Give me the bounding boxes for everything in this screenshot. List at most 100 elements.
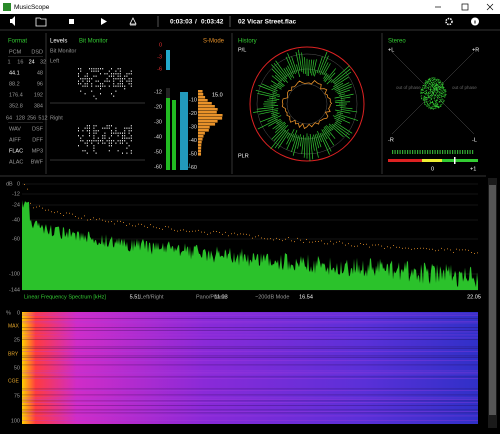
bit-dot — [115, 130, 117, 132]
bit-dot — [84, 78, 86, 80]
stereo-dot — [432, 85, 434, 87]
stereo-dot — [432, 91, 433, 92]
stereo-dot — [431, 107, 432, 108]
bit-dot — [128, 132, 130, 134]
stereo-dot — [425, 84, 427, 86]
spectrogram-line — [22, 394, 478, 396]
peak-hold — [33, 207, 34, 209]
stereo-dot — [445, 89, 447, 91]
bit-dot — [86, 142, 88, 144]
peak-hold — [363, 244, 364, 245]
bit-dot — [97, 70, 99, 72]
peak-hold — [147, 227, 148, 228]
bit-dot — [126, 73, 128, 75]
stereo-dot — [436, 95, 438, 96]
stereo-dot — [440, 88, 442, 90]
stereo-dot — [433, 81, 434, 83]
bit-dot — [111, 125, 112, 127]
stereo-dot — [442, 86, 444, 88]
peak-hold — [456, 248, 457, 250]
settings-button[interactable] — [445, 17, 453, 26]
stereo-dot — [432, 91, 434, 93]
phase-tick — [464, 150, 466, 154]
stereo-dot — [429, 94, 431, 96]
peak-hold — [369, 246, 370, 248]
volume-button[interactable] — [10, 16, 15, 26]
peak-hold — [411, 248, 412, 250]
bit-dot — [115, 132, 117, 134]
phase-tick — [454, 150, 456, 154]
history-spike — [335, 105, 346, 107]
bit-dot — [91, 140, 93, 142]
bit-dot — [124, 78, 126, 80]
play-button[interactable] — [101, 18, 107, 25]
peak-hold — [213, 230, 214, 232]
stop-button[interactable] — [69, 19, 74, 24]
open-button[interactable] — [35, 17, 47, 27]
history-spike — [336, 111, 344, 114]
bit-dot — [86, 130, 88, 132]
peak-hold — [246, 233, 247, 235]
stereo-dot — [439, 86, 441, 87]
close[interactable] — [486, 3, 494, 11]
history-spike — [332, 115, 351, 124]
stereo-dot — [433, 88, 435, 90]
scroll-thumb[interactable] — [489, 185, 496, 415]
meter-tick: -12 — [154, 89, 162, 95]
history-spike — [287, 65, 295, 79]
peak-hold — [405, 247, 406, 249]
stereo-dot — [420, 95, 422, 97]
stereo-dot — [437, 105, 439, 107]
bit-dot — [122, 78, 123, 80]
eject-button[interactable] — [129, 17, 137, 26]
stereo-dot — [434, 103, 436, 105]
meter-mode[interactable]: S-Mode — [203, 39, 225, 45]
stereo-dot — [438, 86, 439, 88]
bit-dot — [111, 132, 112, 134]
levels-mode[interactable]: Bit Monitor — [79, 39, 108, 45]
stereo-dot — [436, 95, 438, 97]
histogram-bar — [198, 126, 210, 129]
bit-dot — [115, 142, 117, 144]
peak-hold — [342, 242, 343, 244]
peak-hold — [357, 245, 358, 247]
spectrogram-line — [22, 337, 478, 339]
bit-dot — [113, 85, 115, 87]
bit-dot — [115, 70, 117, 72]
stereo-dot — [421, 97, 422, 99]
stereo-dot — [434, 106, 436, 108]
stereo-dot — [421, 89, 423, 91]
history-spike — [332, 68, 351, 84]
meter-tick: -10 — [189, 97, 197, 103]
stereo-dot — [429, 79, 430, 80]
stereo-dot — [439, 97, 440, 98]
bit-dot — [100, 73, 101, 75]
history-spike — [298, 49, 303, 73]
history-spike — [334, 99, 346, 102]
spectrogram-line — [22, 322, 478, 324]
peak-hold — [423, 247, 424, 249]
history-spike — [274, 122, 287, 133]
history-spike — [261, 83, 278, 92]
maximize[interactable] — [461, 3, 469, 11]
stereo-dot — [434, 86, 436, 88]
peak-hold — [429, 248, 430, 250]
stereo-dot — [431, 80, 433, 82]
stereo-dot — [438, 92, 440, 94]
loudness-bar — [180, 92, 188, 170]
stereo-dot — [433, 96, 435, 98]
spectrogram-line — [22, 399, 478, 400]
stereo-dot — [428, 79, 430, 80]
meter-tick: -6 — [157, 66, 162, 72]
bit-dot — [91, 83, 93, 85]
stereo-dot — [438, 82, 440, 84]
stereo-dot — [422, 86, 423, 88]
stereo-dot — [431, 78, 432, 80]
spectrum-y-tick: -40 — [12, 217, 20, 223]
spectrogram-line — [22, 327, 478, 328]
peak-hold — [300, 239, 301, 241]
bit-dot — [124, 75, 126, 77]
stereo-dot — [445, 95, 447, 96]
peak-hold — [222, 233, 223, 235]
